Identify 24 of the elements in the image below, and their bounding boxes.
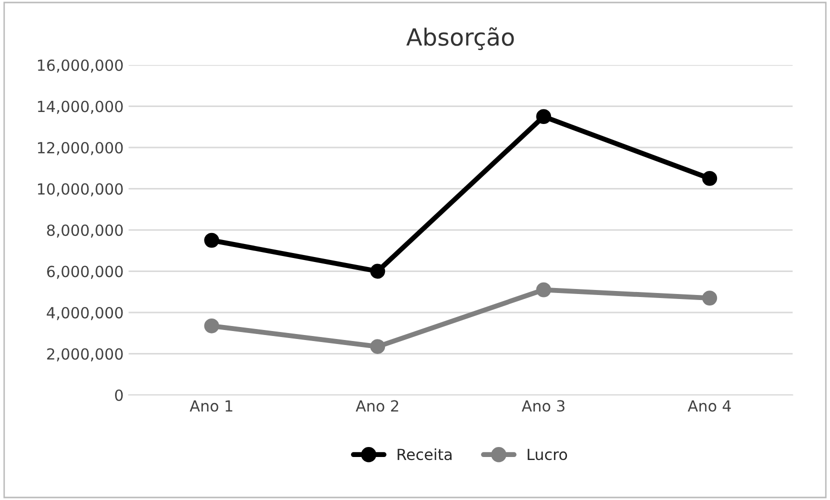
x-tick-label: Ano 1 bbox=[190, 400, 232, 412]
y-tick-label: 0 bbox=[115, 389, 123, 402]
point bbox=[204, 318, 220, 334]
y-tick-label: 12,000,000 bbox=[38, 142, 123, 156]
legend-label: Lucro bbox=[528, 448, 568, 460]
y-tick-label: 16,000,000 bbox=[38, 59, 123, 73]
point bbox=[536, 109, 552, 124]
y-tick-label: 8,000,000 bbox=[47, 224, 123, 238]
point bbox=[536, 282, 552, 298]
x-tick-label: Ano 2 bbox=[356, 400, 398, 412]
legend-label: Receita bbox=[398, 448, 452, 460]
chart-title: Absorção bbox=[406, 27, 514, 50]
y-tick-label: 2,000,000 bbox=[47, 348, 123, 362]
y-tick-label: 10,000,000 bbox=[38, 183, 123, 196]
point bbox=[702, 170, 718, 186]
point bbox=[370, 264, 386, 279]
y-tick-label: 4,000,000 bbox=[46, 306, 123, 320]
x-tick-label: Ano 4 bbox=[688, 400, 731, 412]
point bbox=[204, 232, 220, 248]
x-tick-label: Ano 3 bbox=[522, 400, 564, 412]
y-tick-label: 6,000,000 bbox=[47, 266, 123, 279]
point bbox=[370, 339, 386, 354]
y-tick-label: 14,000,000 bbox=[38, 100, 123, 114]
point bbox=[702, 290, 718, 306]
